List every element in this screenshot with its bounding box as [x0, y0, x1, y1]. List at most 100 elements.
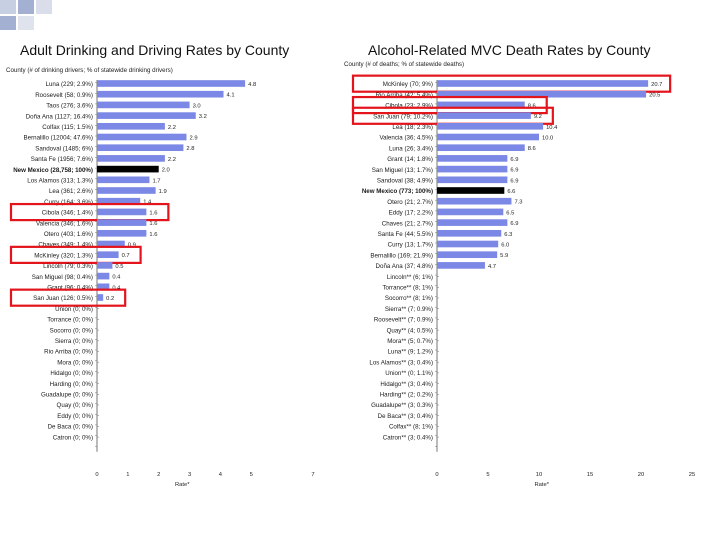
- bar: [97, 155, 165, 162]
- value-label: 5.9: [500, 253, 508, 259]
- bar: [97, 294, 104, 301]
- category-label: Hidalgo** (3; 0.4%): [380, 381, 433, 388]
- value-label: 20.5: [649, 93, 660, 99]
- x-axis-label: Rate*: [535, 482, 550, 488]
- category-label: Luna** (9; 1.2%): [388, 349, 433, 356]
- value-label: 6.3: [504, 232, 512, 238]
- value-label: 9.2: [534, 114, 542, 120]
- category-label: McKinley (320; 1.3%): [34, 252, 93, 259]
- value-label: 1.9: [159, 189, 167, 195]
- bar: [97, 208, 147, 216]
- bar: [97, 112, 196, 119]
- bar: [97, 283, 110, 291]
- bar: [97, 90, 224, 98]
- category-label: Curry (13; 1.7%): [388, 242, 433, 249]
- chart-header: County (# of drinking drivers; % of stat…: [6, 67, 173, 74]
- value-label: 4.1: [227, 93, 235, 99]
- category-label: Socorro** (8; 1%): [385, 295, 433, 302]
- category-label: Otero (403; 1.6%): [44, 231, 93, 238]
- category-label: Lea (18; 2.3%): [392, 124, 433, 131]
- category-label: Luna (26; 3.4%): [389, 145, 433, 152]
- value-label: 7.3: [514, 200, 522, 206]
- x-tick-label: 10: [536, 472, 542, 478]
- bar: [437, 133, 539, 141]
- value-label: 6.9: [510, 168, 518, 174]
- bar: [437, 155, 508, 162]
- category-label: Guadalupe (0; 0%): [41, 392, 93, 399]
- category-label: Quay** (4; 0.5%): [387, 327, 433, 334]
- bar: [97, 229, 147, 237]
- bar: [97, 144, 184, 152]
- x-tick-label: 5: [250, 472, 253, 478]
- category-label: Los Alamos (313; 1.3%): [27, 178, 93, 185]
- bar: [437, 80, 649, 87]
- value-label: 2.0: [162, 168, 170, 174]
- x-tick-label: 2: [157, 472, 160, 478]
- value-label: 3.0: [193, 103, 201, 109]
- value-label: 6.9: [510, 221, 518, 227]
- value-label: 6.9: [510, 157, 518, 163]
- value-label: 3.2: [199, 114, 207, 120]
- x-tick-label: 1: [126, 472, 129, 478]
- value-label: 2.2: [168, 125, 176, 131]
- value-label: 20.7: [651, 82, 662, 88]
- bar: [437, 112, 531, 119]
- x-tick-label: 0: [95, 472, 98, 478]
- category-label: Taos (276; 3.6%): [46, 103, 93, 110]
- category-label: San Miguel (13; 1.7%): [372, 167, 433, 174]
- category-label: Eddy (0; 0%): [57, 413, 93, 420]
- category-label: Bernalillo (12004; 47.6%): [24, 135, 93, 142]
- category-label: San Juan (126; 0.5%): [33, 295, 93, 302]
- bar: [97, 187, 156, 194]
- category-label: New Mexico (28,758; 100%): [13, 167, 93, 174]
- category-label: Union (0; 0%): [55, 306, 93, 313]
- x-tick-label: 5: [486, 472, 489, 478]
- decor-square: [18, 16, 34, 30]
- bar: [437, 219, 508, 226]
- value-label: 1.6: [149, 232, 157, 238]
- bar: [437, 101, 525, 109]
- bar: [437, 176, 508, 184]
- category-label: Otero (21; 2.7%): [387, 199, 433, 206]
- value-label: 0.5: [115, 264, 123, 270]
- category-label: Los Alamos** (3; 0.4%): [369, 359, 433, 366]
- value-label: 1.4: [143, 200, 152, 206]
- category-label: De Baca (0; 0%): [48, 424, 93, 431]
- x-tick-label: 25: [689, 472, 695, 478]
- bar: [97, 80, 246, 87]
- value-label: 2.8: [186, 146, 194, 152]
- category-label: Chaves (21; 2.7%): [382, 220, 433, 227]
- value-label: 8.6: [528, 103, 536, 109]
- value-label: 1.6: [149, 221, 157, 227]
- bar: [97, 262, 113, 269]
- category-label: Rio Arriba (0; 0%): [44, 349, 93, 356]
- category-label: Guadalupe** (3; 0.3%): [371, 402, 433, 409]
- category-label: Santa Fe (44; 5.5%): [378, 231, 433, 238]
- value-label: 6.6: [507, 189, 515, 195]
- bar: [97, 240, 125, 248]
- x-tick-label: 7: [311, 472, 314, 478]
- x-tick-label: 4: [219, 472, 223, 478]
- category-label: Quay (0; 0%): [57, 402, 93, 409]
- category-label: Harding** (2; 0.2%): [380, 392, 433, 399]
- value-label: 10.0: [542, 136, 553, 142]
- x-tick-label: 0: [435, 472, 438, 478]
- bar: [437, 208, 504, 216]
- bar: [97, 101, 190, 109]
- corner-decoration: [0, 0, 60, 36]
- x-axis-label: Rate*: [175, 482, 190, 488]
- value-label: 6.5: [506, 210, 514, 216]
- value-label: 0.7: [122, 253, 130, 259]
- value-label: 6.0: [501, 243, 509, 249]
- x-tick-label: 20: [638, 472, 644, 478]
- bar: [437, 144, 525, 152]
- value-label: 0.2: [106, 296, 114, 302]
- value-label: 6.9: [510, 178, 518, 184]
- category-label: McKinley (70; 9%): [383, 81, 433, 88]
- bar: [437, 229, 502, 237]
- value-label: 0.4: [112, 275, 121, 281]
- highlight-box: [9, 245, 142, 265]
- bar: [97, 165, 159, 173]
- category-label: Eddy (17; 2.2%): [389, 210, 433, 217]
- value-label: 1.7: [152, 178, 160, 184]
